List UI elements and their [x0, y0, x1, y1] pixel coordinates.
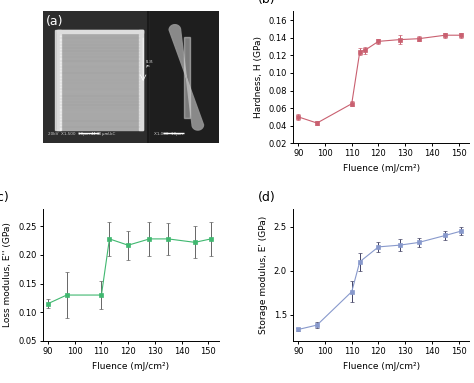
Text: (c): (c): [0, 191, 10, 204]
Y-axis label: Storage modulus, E' (GPa): Storage modulus, E' (GPa): [259, 216, 268, 334]
Bar: [57, 30, 143, 33]
Y-axis label: Loss modulus, E'' (GPa): Loss modulus, E'' (GPa): [3, 223, 12, 327]
Polygon shape: [169, 25, 203, 130]
Text: (b): (b): [258, 0, 275, 6]
Bar: [55, 30, 60, 130]
Polygon shape: [184, 36, 190, 118]
Text: UoC: UoC: [108, 133, 116, 136]
X-axis label: Fluence (mJ/cm²): Fluence (mJ/cm²): [343, 362, 419, 371]
Text: 20kV  X1,500  10μm: 20kV X1,500 10μm: [48, 133, 90, 136]
Text: X1,000  10μm: X1,000 10μm: [154, 133, 182, 136]
Text: (a): (a): [46, 15, 64, 28]
X-axis label: Fluence (mJ/cm²): Fluence (mJ/cm²): [343, 164, 419, 173]
Y-axis label: Hardness, H (GPa): Hardness, H (GPa): [254, 36, 263, 118]
Bar: [57, 30, 143, 130]
Bar: [139, 30, 143, 130]
Bar: [60, 30, 61, 130]
Text: 55.35
μm: 55.35 μm: [146, 60, 153, 69]
Text: 44.40 μm: 44.40 μm: [91, 133, 108, 136]
Text: (d): (d): [258, 191, 275, 204]
X-axis label: Fluence (mJ/cm²): Fluence (mJ/cm²): [92, 362, 169, 371]
Bar: [150, 11, 219, 143]
Bar: [43, 11, 148, 143]
